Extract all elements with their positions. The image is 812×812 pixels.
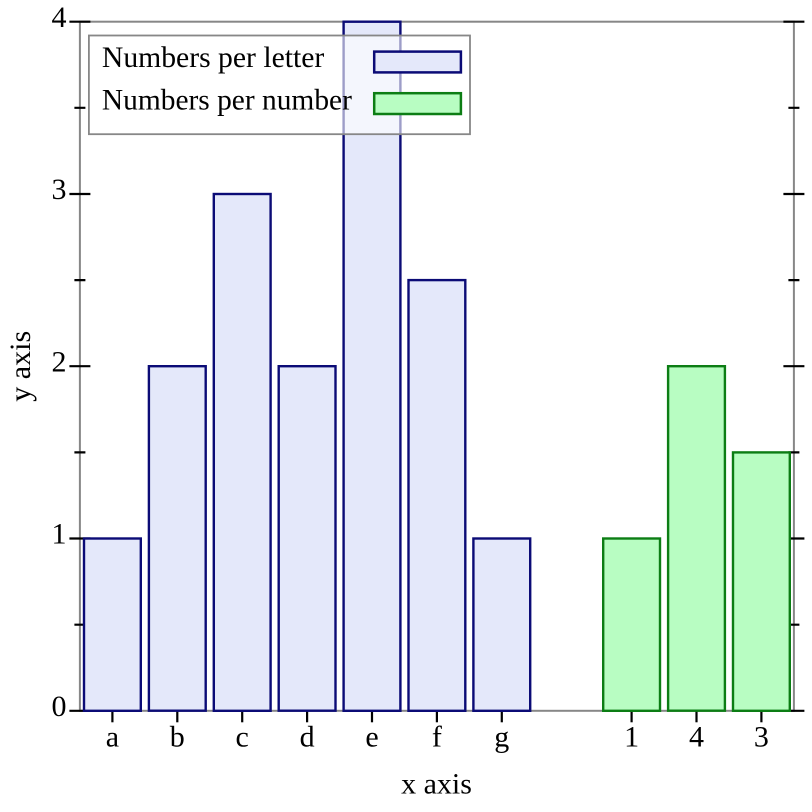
svg-text:a: a [106,721,119,754]
svg-text:Numbers per number: Numbers per number [102,83,352,116]
svg-text:3: 3 [754,721,769,754]
svg-text:c: c [236,721,249,754]
svg-text:2: 2 [52,345,67,378]
svg-text:b: b [170,721,185,754]
svg-text:4: 4 [52,1,67,34]
svg-text:Numbers per letter: Numbers per letter [102,41,324,74]
svg-text:g: g [494,721,509,754]
svg-text:4: 4 [689,721,704,754]
svg-text:y axis: y axis [4,331,37,402]
svg-text:3: 3 [52,173,67,206]
svg-text:1: 1 [624,721,639,754]
svg-text:0: 0 [52,690,67,723]
svg-text:e: e [365,721,378,754]
svg-text:d: d [300,721,315,754]
svg-text:x axis: x axis [401,768,472,801]
svg-text:1: 1 [52,518,67,551]
svg-text:f: f [432,721,442,754]
